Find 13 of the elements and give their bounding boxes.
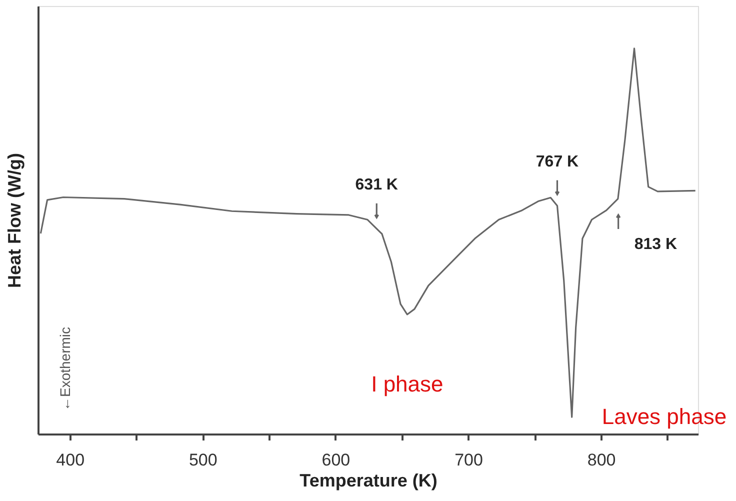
annotation: 767 K <box>536 154 580 171</box>
annotation: Laves phase <box>602 404 727 430</box>
x-tick-label: 400 <box>56 450 85 470</box>
x-tick-label: 600 <box>322 450 350 470</box>
annotation: 813 K <box>634 236 678 253</box>
x-tick-label: 700 <box>454 450 483 470</box>
annotation: 631 K <box>355 176 398 194</box>
x-tick-label: 800 <box>587 450 616 470</box>
annotation: I phase <box>371 371 444 396</box>
annotation: ←Exothermic <box>57 326 73 411</box>
x-tick-label: 500 <box>188 450 218 470</box>
y-axis-title: Heat Flow (W/g) <box>4 153 24 288</box>
x-axis-title: Temperature (K) <box>300 470 438 490</box>
